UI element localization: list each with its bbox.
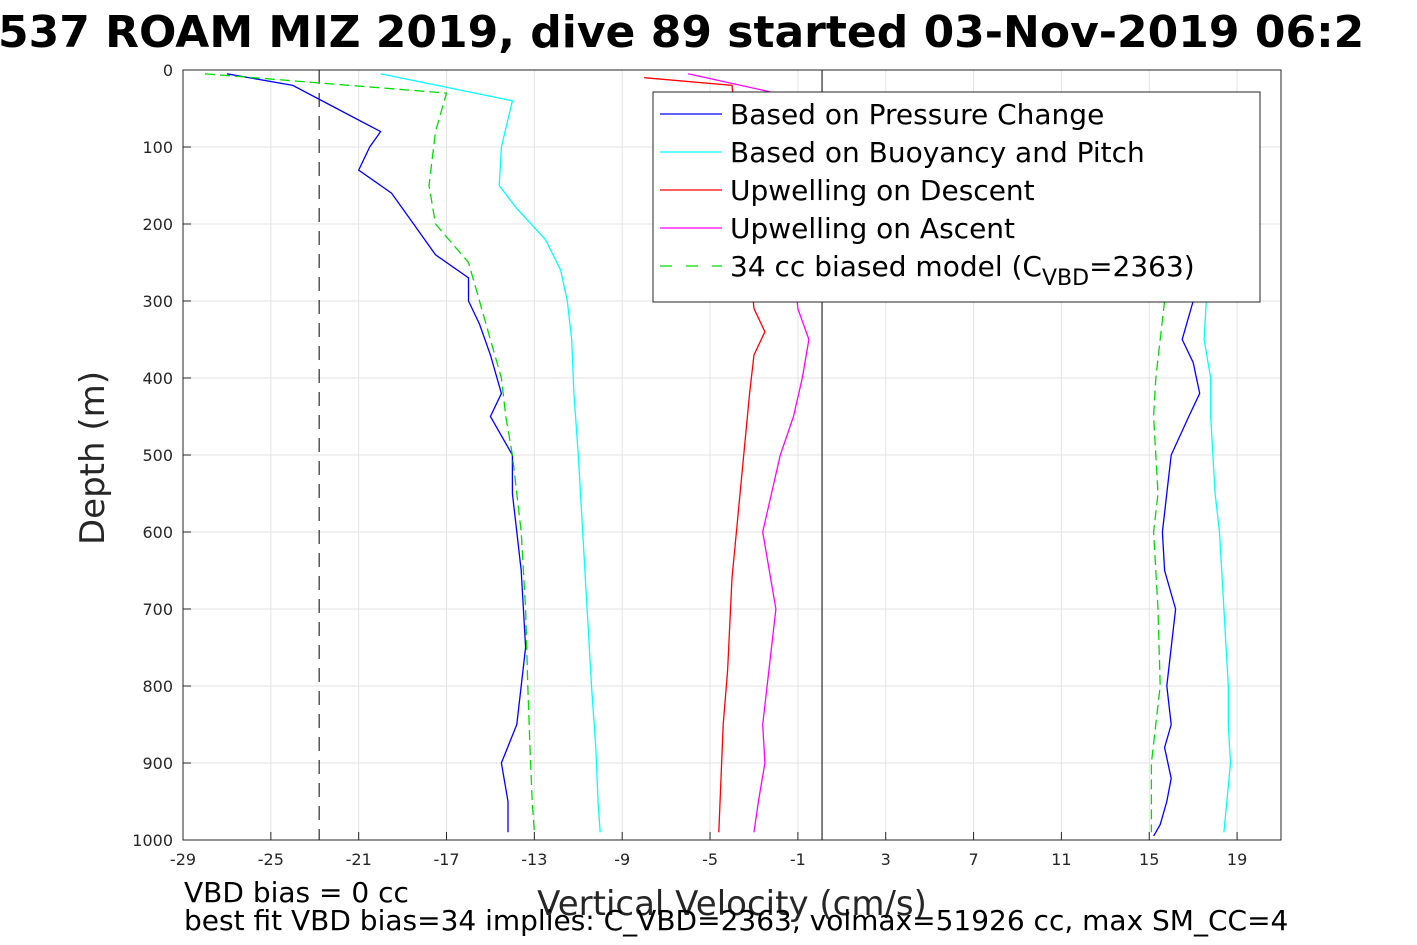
legend-box: [652, 91, 1261, 303]
x-tick-label: 11: [1051, 850, 1071, 869]
y-tick-label: 500: [142, 446, 173, 465]
legend-suffix: =2363): [1089, 250, 1195, 283]
series-0-line-ascent: [1153, 300, 1201, 837]
y-tick-label: 1000: [132, 831, 173, 850]
series-lines: [204, 73, 1232, 837]
x-tick-label: -25: [258, 850, 284, 869]
y-tick-label: 900: [142, 754, 173, 773]
axis-ticks: -29 -25 -21 -17 -13 -9 -5 -1 3 7 11 15 1901002003004…: [132, 61, 1247, 869]
x-tick-label: -5: [702, 850, 718, 869]
y-tick-label: 200: [142, 215, 173, 234]
y-tick-label: 700: [142, 600, 173, 619]
y-axis-label: Depth (m): [73, 371, 113, 545]
y-tick-label: 800: [142, 677, 173, 696]
x-axis-label: Vertical Velocity (cm/s): [537, 884, 927, 924]
series-1-line-descent: [380, 73, 601, 833]
x-tick-label: -21: [346, 850, 372, 869]
series-2-line-descent: [644, 77, 766, 833]
y-tick-label: 100: [142, 138, 173, 157]
legend-label: Upwelling on Ascent: [730, 212, 1015, 245]
footer-line-2: best fit VBD bias=34 implies: C_VBD=2363…: [184, 904, 1288, 937]
y-tick-label: 300: [142, 292, 173, 311]
x-tick-label: -17: [433, 850, 459, 869]
x-tick-label: 3: [881, 850, 891, 869]
legend: Based on Pressure Change Based on Buoyanc…: [652, 91, 1261, 303]
x-tick-label: -29: [170, 850, 196, 869]
chart-title: 537 ROAM MIZ 2019, dive 89 started 03-No…: [0, 7, 1364, 58]
x-tick-label: 7: [968, 850, 978, 869]
x-tick-label: -1: [790, 850, 806, 869]
legend-label: Based on Buoyancy and Pitch: [730, 136, 1145, 169]
legend-label: Based on Pressure Change: [730, 98, 1104, 131]
series-4-line-ascent: [1150, 300, 1166, 833]
footer-line-1: VBD bias = 0 cc: [184, 876, 409, 909]
legend-label: Upwelling on Descent: [730, 174, 1035, 207]
series-0-line-descent: [226, 73, 527, 833]
x-tick-label: -13: [521, 850, 547, 869]
series-1-line-ascent: [1203, 300, 1232, 833]
x-tick-label: 19: [1227, 850, 1247, 869]
y-tick-label: 600: [142, 523, 173, 542]
x-tick-label: 15: [1139, 850, 1159, 869]
legend-subscript: VBD: [1042, 266, 1089, 291]
y-tick-label: 400: [142, 369, 173, 388]
series-4-line-descent: [204, 73, 536, 833]
x-tick-label: -9: [614, 850, 630, 869]
series-3-line-descent: [687, 73, 810, 833]
y-tick-label: 0: [163, 61, 173, 80]
